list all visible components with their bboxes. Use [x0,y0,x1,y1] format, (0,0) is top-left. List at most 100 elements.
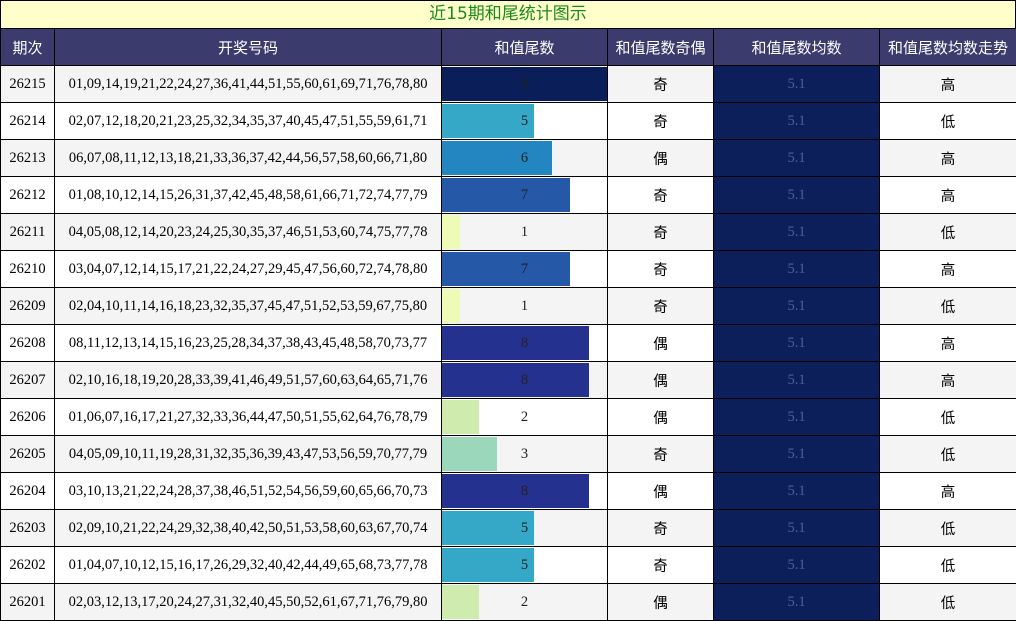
average-cell: 5.1 [713,287,880,325]
tail-value: 8 [520,371,529,388]
trend-cell: 低 [879,583,1016,621]
tail-cell: 9 [441,65,608,103]
tail-cell: 1 [441,287,608,325]
tail-bar [442,141,552,175]
average-value: 5.1 [787,334,806,351]
issue-cell: 26209 [0,287,55,325]
table-row: 26201 02,03,12,13,17,20,24,27,31,32,40,45… [0,583,1016,621]
issue-cell: 26202 [0,546,55,584]
average-value: 5.1 [787,371,806,388]
numbers-cell: 08,11,12,13,14,15,16,23,25,28,34,37,38,4… [54,324,442,362]
tail-cell: 2 [441,398,608,436]
tail-cell: 8 [441,361,608,399]
table-row: 26209 02,04,10,11,14,16,18,23,32,35,37,45… [0,287,1016,325]
tail-bar [442,363,589,397]
trend-cell: 低 [879,546,1016,584]
numbers-cell: 03,04,07,12,14,15,17,21,22,24,27,29,45,4… [54,250,442,288]
tail-cell: 5 [441,509,608,547]
tail-value: 5 [520,112,529,129]
page-title: 近15期和尾统计图示 [0,0,1016,29]
table-row: 26207 02,10,16,18,19,20,28,33,39,41,46,49… [0,361,1016,399]
tail-cell: 3 [441,435,608,473]
numbers-cell: 02,04,10,11,14,16,18,23,32,35,37,45,47,5… [54,287,442,325]
average-cell: 5.1 [713,176,880,214]
tail-cell: 2 [441,583,608,621]
header-parity: 和值尾数奇偶 [607,28,714,66]
table-row: 26215 01,09,14,19,21,22,24,27,36,41,44,51… [0,65,1016,103]
tail-value: 3 [520,445,529,462]
header-tail: 和值尾数 [441,28,608,66]
average-value: 5.1 [787,186,806,203]
table-row: 26202 01,04,07,10,12,15,16,17,26,29,32,40… [0,546,1016,584]
tail-bar [442,548,534,582]
parity-cell: 偶 [607,361,714,399]
tail-bar [442,511,534,545]
average-cell: 5.1 [713,435,880,473]
numbers-cell: 01,06,07,16,17,21,27,32,33,36,44,47,50,5… [54,398,442,436]
issue-cell: 26208 [0,324,55,362]
tail-cell: 8 [441,324,608,362]
trend-cell: 低 [879,435,1016,473]
table-row: 26208 08,11,12,13,14,15,16,23,25,28,34,37… [0,324,1016,362]
trend-cell: 低 [879,102,1016,140]
average-value: 5.1 [787,482,806,499]
issue-cell: 26203 [0,509,55,547]
average-value: 5.1 [787,408,806,425]
tail-bar [442,67,607,101]
trend-cell: 低 [879,509,1016,547]
issue-cell: 26210 [0,250,55,288]
numbers-cell: 01,08,10,12,14,15,26,31,37,42,45,48,58,6… [54,176,442,214]
parity-cell: 偶 [607,583,714,621]
numbers-cell: 02,03,12,13,17,20,24,27,31,32,40,45,50,5… [54,583,442,621]
table-row: 26204 03,10,13,21,22,24,28,37,38,46,51,52… [0,472,1016,510]
tail-value: 8 [520,482,529,499]
issue-cell: 26204 [0,472,55,510]
tail-bar [442,289,461,323]
issue-cell: 26207 [0,361,55,399]
average-cell: 5.1 [713,398,880,436]
tail-bar [442,215,461,249]
header-trend: 和值尾数均数走势 [879,28,1016,66]
average-cell: 5.1 [713,65,880,103]
numbers-cell: 02,09,10,21,22,24,29,32,38,40,42,50,51,5… [54,509,442,547]
tail-value: 1 [520,223,529,240]
header-average: 和值尾数均数 [713,28,880,66]
parity-cell: 奇 [607,546,714,584]
parity-cell: 偶 [607,398,714,436]
tail-bar [442,400,479,434]
parity-cell: 奇 [607,102,714,140]
numbers-cell: 02,10,16,18,19,20,28,33,39,41,46,49,51,5… [54,361,442,399]
table-row: 26211 04,05,08,12,14,20,23,24,25,30,35,37… [0,213,1016,251]
average-value: 5.1 [787,223,806,240]
tail-value: 9 [520,75,529,92]
tail-bar [442,585,479,619]
numbers-cell: 04,05,09,10,11,19,28,31,32,35,36,39,43,4… [54,435,442,473]
tail-cell: 6 [441,139,608,177]
trend-cell: 高 [879,472,1016,510]
average-cell: 5.1 [713,213,880,251]
numbers-cell: 01,04,07,10,12,15,16,17,26,29,32,40,42,4… [54,546,442,584]
parity-cell: 奇 [607,250,714,288]
table-row: 26203 02,09,10,21,22,24,29,32,38,40,42,50… [0,509,1016,547]
average-cell: 5.1 [713,361,880,399]
trend-cell: 高 [879,324,1016,362]
tail-value: 1 [520,297,529,314]
table-row: 26214 02,07,12,18,20,21,23,25,32,34,35,37… [0,102,1016,140]
issue-cell: 26214 [0,102,55,140]
parity-cell: 奇 [607,213,714,251]
trend-cell: 高 [879,250,1016,288]
issue-cell: 26212 [0,176,55,214]
parity-cell: 奇 [607,176,714,214]
trend-cell: 高 [879,361,1016,399]
stats-table: 期次 开奖号码 和值尾数 和值尾数奇偶 和值尾数均数 和值尾数均数走势 2621… [0,28,1016,621]
table-row: 26205 04,05,09,10,11,19,28,31,32,35,36,39… [0,435,1016,473]
issue-cell: 26215 [0,65,55,103]
parity-cell: 奇 [607,287,714,325]
average-cell: 5.1 [713,102,880,140]
tail-bar [442,252,571,286]
average-cell: 5.1 [713,583,880,621]
average-cell: 5.1 [713,139,880,177]
parity-cell: 偶 [607,139,714,177]
tail-value: 6 [520,149,529,166]
